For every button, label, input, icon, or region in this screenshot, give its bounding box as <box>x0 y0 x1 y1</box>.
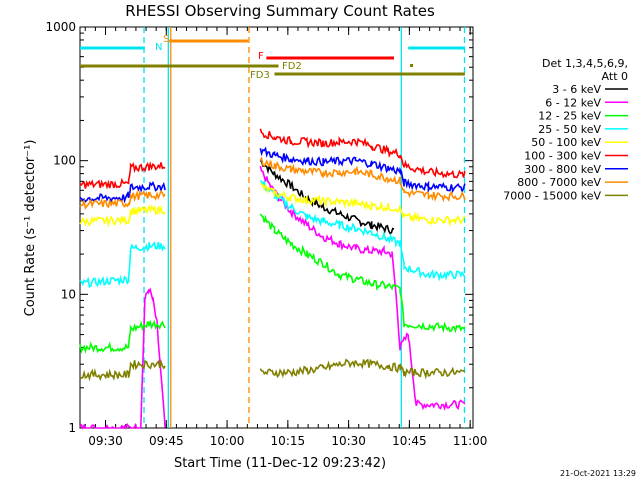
legend-header-line-2: Att 0 <box>602 70 628 83</box>
series-line <box>259 159 395 235</box>
y-tick-label: 1000 <box>45 20 76 34</box>
x-tick-label: 10:00 <box>210 434 245 448</box>
series-line <box>79 165 466 430</box>
plot-frame <box>79 26 474 429</box>
flag-label-fd3: FD3 <box>250 70 270 81</box>
legend-header-line-1: Det 1,3,4,5,6,9, <box>542 57 628 70</box>
legend-label: 6 - 12 keV <box>545 96 601 109</box>
timestamp-label: 21-Oct-2021 13:29 <box>560 469 636 478</box>
legend-label: 25 - 50 keV <box>538 123 601 136</box>
x-tick-label: 10:15 <box>271 434 306 448</box>
series-line <box>79 213 466 354</box>
chart-title: RHESSI Observing Summary Count Rates <box>125 2 435 20</box>
flag-label-s: S <box>163 34 169 45</box>
flag-label-n: N <box>155 42 162 53</box>
x-tick-label: 10:30 <box>331 434 366 448</box>
x-tick-label: 11:00 <box>453 434 488 448</box>
legend-label: 50 - 100 keV <box>531 136 601 149</box>
flag-dot <box>410 64 413 67</box>
flag-label-fd2: FD2 <box>282 61 302 72</box>
legend-label: 100 - 300 keV <box>524 150 601 163</box>
series-line <box>79 358 466 382</box>
x-tick-label: 10:45 <box>392 434 427 448</box>
y-tick-label: 10 <box>61 287 76 301</box>
x-axis-label: Start Time (11-Dec-12 09:23:42) <box>174 456 386 471</box>
x-tick-label: 09:45 <box>149 434 184 448</box>
series-line <box>79 156 466 211</box>
y-tick-label: 1 <box>68 421 76 435</box>
legend-label: 3 - 6 keV <box>552 83 601 96</box>
flag-label-f: F <box>258 51 264 62</box>
x-tick-label: 09:30 <box>88 434 123 448</box>
series-line <box>79 182 466 228</box>
series-line <box>79 146 466 204</box>
y-axis-label: Count Rate (s⁻¹ detector⁻¹) <box>23 140 38 317</box>
legend-label: 12 - 25 keV <box>538 110 601 123</box>
legend-label: 7000 - 15000 keV <box>503 189 601 202</box>
legend-label: 300 - 800 keV <box>524 163 601 176</box>
legend-label: 800 - 7000 keV <box>517 176 601 189</box>
series-line <box>79 179 466 289</box>
y-tick-label: 100 <box>53 154 76 168</box>
series-line <box>79 128 466 190</box>
